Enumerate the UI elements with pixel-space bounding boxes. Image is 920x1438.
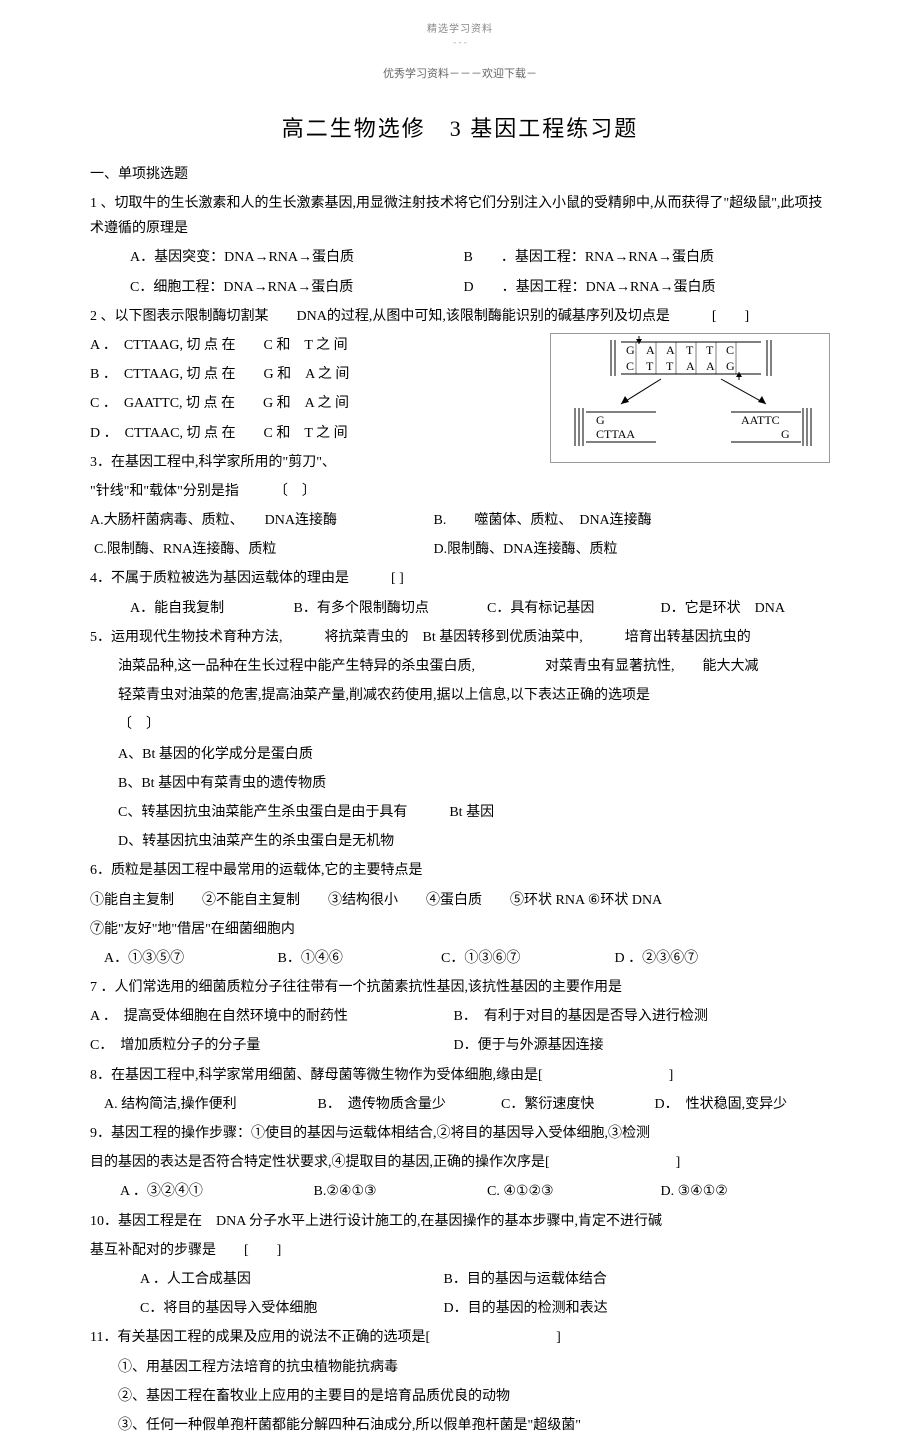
q1-opt-a: A．基因突变：DNA→RNA→蛋白质 <box>130 245 460 270</box>
q8-opt-d: D． 性状稳固,变异少 <box>655 1097 788 1112</box>
q11-o1: ①、用基因工程方法培育的抗虫植物能抗病毒 <box>90 1355 830 1380</box>
svg-text:CTTAA: CTTAA <box>596 427 635 441</box>
q6-opt-a: A．①③⑤⑦ <box>104 946 274 971</box>
q5-t2: 油菜品种,这一品种在生长过程中能产生特异的杀虫蛋白质, 对菜青虫有显著抗性, 能… <box>90 654 830 679</box>
q4-opts: A．能自我复制 B．有多个限制酶切点 C．具有标记基因 D．它是环状 DNA <box>90 596 830 621</box>
q4-text: 4．不属于质粒被选为基因运载体的理由是 [ ] <box>90 566 830 591</box>
svg-text:G: G <box>596 413 605 427</box>
header-top: 精选学习资料 <box>90 20 830 35</box>
q1-opt-d: D ．基因工程：DNA→RNA→蛋白质 <box>464 280 716 295</box>
q10-t2: 基互补配对的步骤是 [ ] <box>90 1238 830 1263</box>
svg-text:T: T <box>686 343 694 357</box>
q2-opt-d: D ． CTTAAC, 切 点 在 C 和 T 之 间 <box>90 421 520 446</box>
q9-t1: 9．基因工程的操作步骤：①使目的基因与运载体相结合,②将目的基因导入受体细胞,③… <box>90 1121 830 1146</box>
q1-row2: C．细胞工程：DNA→RNA→蛋白质 D ．基因工程：DNA→RNA→蛋白质 <box>90 275 830 300</box>
q8-opt-a: A. 结构简洁,操作便利 <box>104 1092 314 1117</box>
q3-row1: A.大肠杆菌病毒、质粒、 DNA连接酶 B. 噬菌体、质粒、 DNA连接酶 <box>90 508 830 533</box>
q7-opt-d: D．便于与外源基因连接 <box>454 1038 604 1053</box>
svg-text:T: T <box>666 359 674 373</box>
svg-text:T: T <box>646 359 654 373</box>
q3-text2: "针线"和"载体"分别是指 〔 〕 <box>90 479 830 504</box>
q3-opt-a: A.大肠杆菌病毒、质粒、 DNA连接酶 <box>90 508 430 533</box>
q7-opt-a: A ． 提高受体细胞在自然环境中的耐药性 <box>90 1004 450 1029</box>
q10-t1: 10．基因工程是在 DNA 分子水平上进行设计施工的,在基因操作的基本步骤中,肯… <box>90 1209 830 1234</box>
section-heading: 一、单项挑选题 <box>90 163 830 183</box>
svg-text:A: A <box>666 343 675 357</box>
q5-opt-d: D、转基因抗虫油菜产生的杀虫蛋白是无机物 <box>90 829 830 854</box>
svg-text:G: G <box>726 359 735 373</box>
q4-opt-a: A．能自我复制 <box>130 596 290 621</box>
q1-text: 1 、切取牛的生长激素和人的生长激素基因,用显微注射技术将它们分别注入小鼠的受精… <box>90 191 830 241</box>
svg-text:C: C <box>726 343 734 357</box>
svg-text:G: G <box>781 427 790 441</box>
svg-text:A: A <box>706 359 715 373</box>
q11-text: 11．有关基因工程的成果及应用的说法不正确的选项是[ ] <box>90 1325 830 1350</box>
q4-opt-d: D．它是环状 DNA <box>661 601 785 616</box>
q7-opt-b: B． 有利于对目的基因是否导入进行检测 <box>454 1009 708 1024</box>
q3-opt-d: D.限制酶、DNA连接酶、质粒 <box>434 542 618 557</box>
q9-opt-a: A ．③②④① <box>120 1179 310 1204</box>
svg-text:AATTC: AATTC <box>741 413 780 427</box>
q5-opt-a: A、Bt 基因的化学成分是蛋白质 <box>90 742 830 767</box>
q2-diagram-container: GAA TTC CTT AAG G CTTAA <box>90 333 830 475</box>
q10-opt-b: B．目的基因与运载体结合 <box>444 1272 607 1287</box>
q4-opt-c: C．具有标记基因 <box>487 596 657 621</box>
q5-t1: 5．运用现代生物技术育种方法, 将抗菜青虫的 Bt 基因转移到优质油菜中, 培育… <box>90 625 830 650</box>
q5-opt-c: C、转基因抗虫油菜能产生杀虫蛋白是由于具有 Bt 基因 <box>90 800 830 825</box>
q9-t2: 目的基因的表达是否符合特定性状要求,④提取目的基因,正确的操作次序是[ ] <box>90 1150 830 1175</box>
header-mid: 优秀学习资料－－－欢迎下载－ <box>90 65 830 81</box>
q3-opt-c: C.限制酶、RNA连接酶、质粒 <box>90 537 430 562</box>
q6-opt-c: C．①③⑥⑦ <box>441 946 611 971</box>
q9-opts: A ．③②④① B.②④①③ C. ④①②③ D. ③④①② <box>90 1179 830 1204</box>
q10-opt-c: C．将目的基因导入受体细胞 <box>140 1296 440 1321</box>
q3-row2: C.限制酶、RNA连接酶、质粒 D.限制酶、DNA连接酶、质粒 <box>90 537 830 562</box>
q1-opt-c: C．细胞工程：DNA→RNA→蛋白质 <box>130 275 460 300</box>
q10-row1: A ．人工合成基因 B．目的基因与运载体结合 <box>90 1267 830 1292</box>
q7-opt-c: C． 增加质粒分子的分子量 <box>90 1033 450 1058</box>
q6-l3: ⑦能"友好"地"借居"在细菌细胞内 <box>90 917 830 942</box>
dna-svg: GAA TTC CTT AAG G CTTAA <box>551 334 831 464</box>
q2-opt-a: A ． CTTAAG, 切 点 在 C 和 T 之 间 <box>90 333 520 358</box>
header-dashes: - - - <box>90 37 830 47</box>
q8-opt-b: B． 遗传物质含量少 <box>318 1092 498 1117</box>
svg-text:T: T <box>706 343 714 357</box>
q5-t4: 〔 〕 <box>90 712 830 737</box>
q3-text: 3．在基因工程中,科学家所用的"剪刀"、 <box>90 450 520 475</box>
q1-row1: A．基因突变：DNA→RNA→蛋白质 B ．基因工程：RNA→RNA→蛋白质 <box>90 245 830 270</box>
q1-opt-b: B ．基因工程：RNA→RNA→蛋白质 <box>464 250 714 265</box>
q7-row1: A ． 提高受体细胞在自然环境中的耐药性 B． 有利于对目的基因是否导入进行检测 <box>90 1004 830 1029</box>
q3-opt-b: B. 噬菌体、质粒、 DNA连接酶 <box>434 513 652 528</box>
q6-opt-d: D ．②③⑥⑦ <box>615 951 699 966</box>
q6-text: 6．质粒是基因工程中最常用的运载体,它的主要特点是 <box>90 858 830 883</box>
q10-opt-d: D．目的基因的检测和表达 <box>444 1301 608 1316</box>
q6-opts: A．①③⑤⑦ B．①④⑥ C．①③⑥⑦ D ．②③⑥⑦ <box>90 946 830 971</box>
q8-text: 8．在基因工程中,科学家常用细菌、酵母菌等微生物作为受体细胞,缘由是[ ] <box>90 1063 830 1088</box>
q6-opt-b: B．①④⑥ <box>278 946 438 971</box>
q7-row2: C． 增加质粒分子的分子量 D．便于与外源基因连接 <box>90 1033 830 1058</box>
q7-text: 7 ．人们常选用的细菌质粒分子往往带有一个抗菌素抗性基因,该抗性基因的主要作用是 <box>90 975 830 1000</box>
q2-opt-c: C ． GAATTC, 切 点 在 G 和 A 之 间 <box>90 391 520 416</box>
q10-row2: C．将目的基因导入受体细胞 D．目的基因的检测和表达 <box>90 1296 830 1321</box>
svg-text:A: A <box>686 359 695 373</box>
q2-text: 2 、以下图表示限制酶切割某 DNA的过程,从图中可知,该限制酶能识别的碱基序列… <box>90 304 830 329</box>
q8-opt-c: C．繁衍速度快 <box>501 1092 651 1117</box>
svg-text:G: G <box>626 343 635 357</box>
svg-text:A: A <box>646 343 655 357</box>
q2-opt-b: B ． CTTAAG, 切 点 在 G 和 A 之 间 <box>90 362 520 387</box>
q9-opt-c: C. ④①②③ <box>487 1179 657 1204</box>
svg-text:C: C <box>626 359 634 373</box>
q11-o2: ②、基因工程在畜牧业上应用的主要目的是培育品质优良的动物 <box>90 1384 830 1409</box>
q11-o3: ③、任何一种假单孢杆菌都能分解四种石油成分,所以假单孢杆菌是"超级菌" <box>90 1413 830 1438</box>
q6-l2: ①能自主复制 ②不能自主复制 ③结构很小 ④蛋白质 ⑤环状 RNA ⑥环状 DN… <box>90 888 830 913</box>
q9-opt-d: D. ③④①② <box>661 1184 728 1199</box>
q8-opts: A. 结构简洁,操作便利 B． 遗传物质含量少 C．繁衍速度快 D． 性状稳固,… <box>90 1092 830 1117</box>
page-title: 高二生物选修 3 基因工程练习题 <box>90 111 830 143</box>
q4-opt-b: B．有多个限制酶切点 <box>294 596 484 621</box>
q9-opt-b: B.②④①③ <box>314 1179 484 1204</box>
q5-opt-b: B、Bt 基因中有菜青虫的遗传物质 <box>90 771 830 796</box>
q5-t3: 轻菜青虫对油菜的危害,提高油菜产量,削减农药使用,据以上信息,以下表达正确的选项… <box>90 683 830 708</box>
q10-opt-a: A ．人工合成基因 <box>140 1267 440 1292</box>
dna-diagram: GAA TTC CTT AAG G CTTAA <box>550 333 830 463</box>
